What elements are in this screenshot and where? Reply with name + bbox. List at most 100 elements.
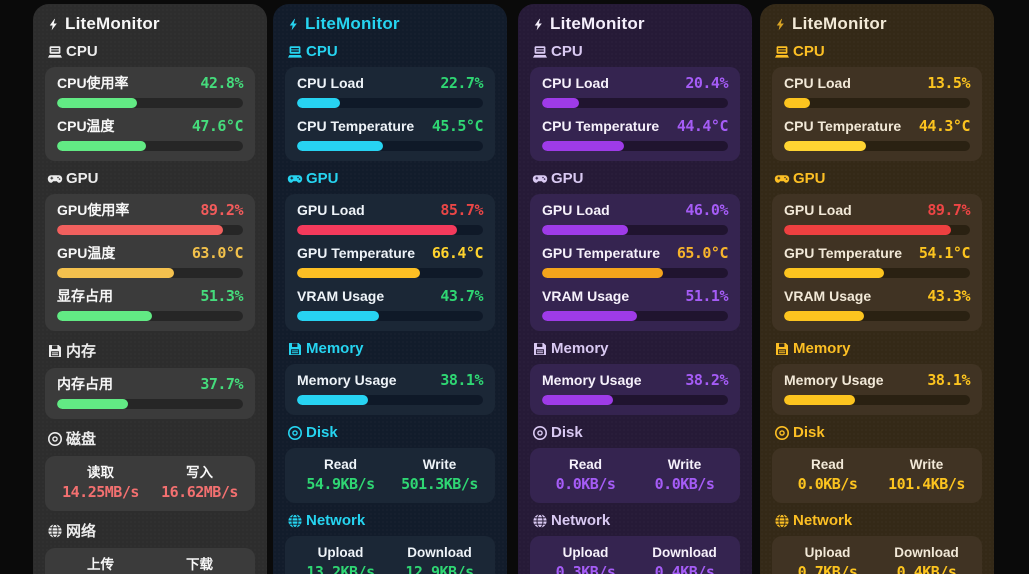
gpu-card: GPU使用率 89.2% GPU温度 63.0°C 显存占用 <box>45 194 255 331</box>
globe-icon <box>287 513 303 529</box>
gpu-icon <box>287 171 303 187</box>
gpu-icon <box>774 171 790 187</box>
panel-title: LiteMonitor <box>287 14 495 34</box>
progress-track <box>297 311 483 321</box>
progress-fill <box>784 141 866 151</box>
progress-track <box>297 225 483 235</box>
metric-label: CPU Load <box>297 75 364 91</box>
progress-fill <box>542 141 624 151</box>
metric-label: GPU Temperature <box>784 245 902 261</box>
section-disk-label: Disk <box>793 424 825 441</box>
metric-row: VRAM Usage 51.1% <box>542 288 728 321</box>
gpu-card: GPU Load 85.7% GPU Temperature 66.4°C <box>285 194 495 331</box>
metric-row: CPU温度 47.6°C <box>57 118 244 151</box>
section-gpu-label: GPU <box>793 170 826 187</box>
section-cpu-label: CPU <box>66 43 98 60</box>
metric-row: CPU Temperature 44.4°C <box>542 118 729 151</box>
progress-track <box>57 311 243 321</box>
section-disk-label: Disk <box>306 424 338 441</box>
stat-label: Write <box>667 457 702 472</box>
memory-icon <box>774 341 790 357</box>
panel-title: LiteMonitor <box>47 14 255 34</box>
metric-row: VRAM Usage 43.3% <box>784 288 970 321</box>
metric-value: 42.8% <box>200 74 243 92</box>
metric-row: CPU使用率 42.8% <box>57 75 243 108</box>
progress-track <box>57 399 243 409</box>
section-cpu-label: CPU <box>306 43 338 60</box>
disk-card: 读取 14.25MB/s 写入 16.62MB/s <box>45 456 255 511</box>
metric-label: CPU温度 <box>57 118 115 134</box>
progress-fill <box>297 98 340 108</box>
metric-value: 20.4% <box>685 74 728 92</box>
progress-fill <box>542 395 613 405</box>
metric-value: 45.5°C <box>431 117 484 135</box>
progress-fill <box>542 268 663 278</box>
disk-read-stat: Read 0.0KB/s <box>536 456 635 494</box>
section-network: Network <box>774 512 982 529</box>
disk-read-stat: 读取 14.25MB/s <box>51 464 150 502</box>
network-upload-stat: Upload 13.2KB/s <box>291 544 390 574</box>
metric-row: GPU Temperature 54.1°C <box>784 245 971 278</box>
metric-value: 22.7% <box>440 74 483 92</box>
progress-track <box>784 141 970 151</box>
network-download-stat: 下载 4.24MB/s <box>150 556 249 574</box>
metric-value: 51.1% <box>685 287 728 305</box>
metric-value: 13.5% <box>927 74 970 92</box>
progress-fill <box>57 225 223 235</box>
stat-value: 0.4KB/s <box>654 563 715 574</box>
metric-value: 43.7% <box>440 287 483 305</box>
section-network-label: Network <box>551 512 611 529</box>
metric-label: VRAM Usage <box>784 288 872 304</box>
progress-fill <box>57 311 152 321</box>
cpu-card: CPU使用率 42.8% CPU温度 47.6°C <box>45 67 255 161</box>
progress-fill <box>297 141 383 151</box>
monitor-panel: LiteMonitor CPU CPU Load 13.5% CPU Tempe… <box>760 4 994 574</box>
progress-track <box>784 98 970 108</box>
progress-fill <box>784 311 864 321</box>
metric-row: GPU使用率 89.2% <box>57 202 243 235</box>
metric-row: CPU Temperature 45.5°C <box>297 117 484 151</box>
progress-fill <box>542 311 637 321</box>
section-cpu-label: CPU <box>551 43 583 60</box>
lightning-icon <box>774 17 787 32</box>
metric-row: Memory Usage 38.1% <box>784 372 970 405</box>
section-cpu: CPU <box>47 43 255 60</box>
stat-label: 写入 <box>186 465 213 480</box>
metric-label: Memory Usage <box>297 372 397 388</box>
progress-track <box>784 225 970 235</box>
metric-row: CPU Load 20.4% <box>542 75 728 108</box>
metric-value: 89.2% <box>200 201 243 219</box>
disk-icon <box>532 425 548 441</box>
lightning-icon <box>287 17 300 32</box>
progress-track <box>297 98 483 108</box>
section-cpu: CPU <box>532 43 740 60</box>
progress-fill <box>784 225 952 235</box>
memory-card: Memory Usage 38.1% <box>772 364 982 415</box>
memory-icon <box>287 341 303 357</box>
metric-label: GPU使用率 <box>57 202 130 218</box>
cpu-card: CPU Load 13.5% CPU Temperature 44.3°C <box>772 67 982 161</box>
progress-fill <box>57 399 128 409</box>
disk-write-stat: 写入 16.62MB/s <box>150 464 249 502</box>
lightning-icon <box>47 17 60 32</box>
metric-value: 89.7% <box>927 201 970 219</box>
metric-label: GPU Load <box>784 202 852 218</box>
progress-track <box>542 311 728 321</box>
network-download-stat: Download 0.4KB/s <box>877 544 976 574</box>
stat-value: 101.4KB/s <box>888 475 965 493</box>
lightning-icon <box>532 17 545 32</box>
progress-fill <box>57 141 147 151</box>
section-cpu: CPU <box>287 43 495 60</box>
stat-label: 读取 <box>87 465 114 480</box>
memory-icon <box>532 341 548 357</box>
metric-label: Memory Usage <box>542 372 642 388</box>
progress-fill <box>784 395 855 405</box>
metric-label: GPU Load <box>542 202 610 218</box>
progress-track <box>297 395 483 405</box>
section-cpu: CPU <box>774 43 982 60</box>
progress-fill <box>542 98 580 108</box>
disk-write-stat: Write 501.3KB/s <box>390 456 489 494</box>
metric-row: Memory Usage 38.2% <box>542 372 728 405</box>
stat-label: Download <box>407 545 472 560</box>
section-memory: Memory <box>287 340 495 357</box>
